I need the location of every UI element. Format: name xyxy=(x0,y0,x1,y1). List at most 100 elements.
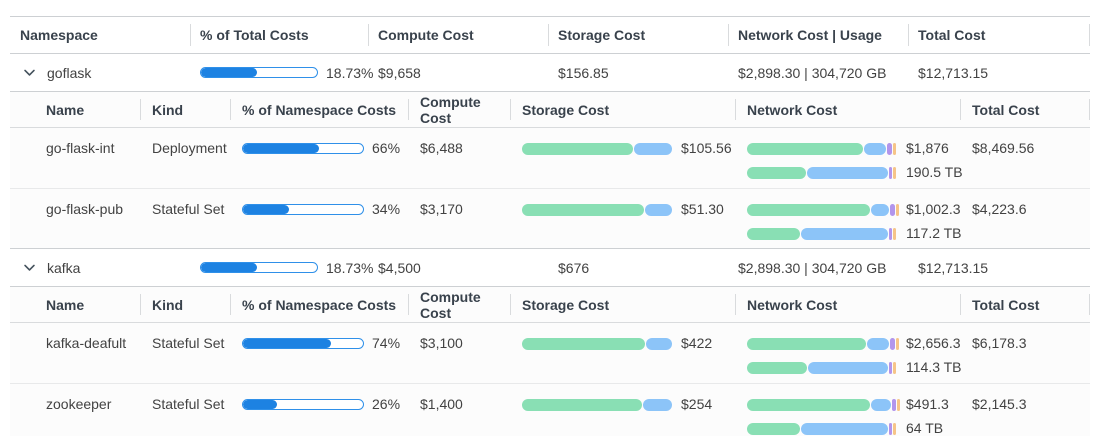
network-cost-bar: $1,876 xyxy=(747,141,960,156)
main-table-header: Namespace % of Total Costs Compute Cost … xyxy=(10,16,1090,54)
network-cost-bar: $1,002.3 xyxy=(747,201,961,217)
pct-namespace-progress-bar xyxy=(242,399,364,410)
bar-segment-blue xyxy=(863,142,886,155)
network-usage-label: 190.5 TB xyxy=(906,164,963,180)
workload-row-zookeeper[interactable]: zookeeper Stateful Set 26% $1,400 $254 xyxy=(10,383,1090,436)
bar-segment-green xyxy=(747,422,800,435)
namespace-name: goflask xyxy=(47,64,92,81)
bar-segment-blue xyxy=(866,337,889,350)
subheader-pct-namespace-costs: % of Namespace Costs xyxy=(230,92,408,127)
workload-row-kafka-deafult[interactable]: kafka-deafult Stateful Set 74% $3,100 $4… xyxy=(10,323,1090,383)
workload-total-cost: $8,469.56 xyxy=(972,140,1035,156)
network-cost-label: $2,656.3 xyxy=(906,335,961,351)
bar-segment-orange xyxy=(895,203,899,216)
workload-compute-cost: $6,488 xyxy=(420,140,463,156)
subheader-network-cost: Network Cost xyxy=(735,92,960,127)
header-network-cost-usage: Network Cost | Usage xyxy=(728,17,908,53)
chevron-down-icon[interactable] xyxy=(22,261,36,275)
pct-total-label: 18.73% xyxy=(326,259,374,276)
network-usage-label: 114.3 TB xyxy=(906,359,962,375)
bar-segment-blue xyxy=(871,203,889,216)
namespace-compute-cost: $4,500 xyxy=(378,259,421,276)
network-cost-label: $1,002.3 xyxy=(906,201,961,217)
header-storage-cost: Storage Cost xyxy=(548,17,728,53)
bar-segment-purple xyxy=(888,422,892,435)
bar-segment-blue xyxy=(871,398,891,411)
storage-cost-label: $254 xyxy=(681,396,713,412)
subheader-name: Name xyxy=(46,101,85,118)
header-namespace: Namespace xyxy=(20,27,98,43)
subheader-pct-namespace-costs: % of Namespace Costs xyxy=(230,287,408,322)
pct-namespace-label: 74% xyxy=(372,335,401,351)
workload-name: kafka-deafult xyxy=(46,335,127,351)
namespace-row-kafka[interactable]: kafka 18.73% $4,500 $676 $2,898.30 | 304… xyxy=(10,249,1090,286)
storage-cost-bar: $105.56 xyxy=(522,141,735,156)
bar-segment-blue xyxy=(643,398,672,411)
bar-segment-green xyxy=(747,337,866,350)
bar-segment-purple xyxy=(888,166,892,179)
bar-segment-orange xyxy=(892,142,896,155)
network-cost-label: $491.3 xyxy=(906,396,949,412)
subheader-total-cost: Total Cost xyxy=(960,92,1090,127)
network-usage-label: 64 TB xyxy=(906,420,944,436)
bar-segment-blue xyxy=(644,203,672,216)
pct-namespace-label: 26% xyxy=(372,396,401,412)
bar-segment-orange xyxy=(897,398,900,411)
bar-segment-green xyxy=(747,142,863,155)
pct-namespace-label: 34% xyxy=(372,201,401,217)
header-pct-total-costs: % of Total Costs xyxy=(190,17,368,53)
bar-segment-orange xyxy=(895,337,899,350)
pct-namespace-progress-bar xyxy=(242,338,364,349)
pct-namespace-progress-bar xyxy=(242,204,364,215)
bar-segment-purple xyxy=(888,361,892,374)
network-cost-label: $1,876 xyxy=(906,140,949,156)
bar-segment-blue xyxy=(800,227,888,240)
bar-segment-green xyxy=(522,398,642,411)
bar-segment-green xyxy=(747,361,807,374)
workload-total-cost: $2,145.3 xyxy=(972,396,1027,412)
storage-cost-bar: $51.30 xyxy=(522,202,735,217)
bar-segment-orange xyxy=(892,227,896,240)
pct-total-label: 18.73% xyxy=(326,64,374,81)
bar-segment-green xyxy=(747,227,800,240)
subheader-kind: Kind xyxy=(140,287,230,322)
workload-name: go-flask-pub xyxy=(46,201,124,217)
network-usage-bar: 114.3 TB xyxy=(747,359,962,375)
bar-segment-purple xyxy=(887,142,892,155)
workload-row-go-flask-pub[interactable]: go-flask-pub Stateful Set 34% $3,170 $51… xyxy=(10,188,1090,248)
bar-segment-orange xyxy=(892,422,896,435)
bar-segment-orange xyxy=(892,361,896,374)
chevron-down-icon[interactable] xyxy=(22,66,36,80)
namespace-name: kafka xyxy=(47,259,81,276)
bar-segment-green xyxy=(522,203,644,216)
network-usage-label: 117.2 TB xyxy=(906,225,962,241)
workload-kind: Stateful Set xyxy=(152,201,225,217)
workload-row-go-flask-int[interactable]: go-flask-int Deployment 66% $6,488 $105.… xyxy=(10,128,1090,188)
namespace-row-goflask[interactable]: goflask 18.73% $9,658 $156.85 $2,898.30 … xyxy=(10,54,1090,91)
subheader-network-cost: Network Cost xyxy=(735,287,960,322)
namespace-total-cost: $12,713.15 xyxy=(918,64,989,81)
workload-name: go-flask-int xyxy=(46,140,115,156)
workload-compute-cost: $1,400 xyxy=(420,396,463,412)
bar-segment-green xyxy=(747,398,870,411)
bar-segment-blue xyxy=(806,166,888,179)
bar-segment-green xyxy=(747,203,870,216)
workloads-table-goflask: Name Kind % of Namespace Costs Compute C… xyxy=(10,91,1090,249)
workload-compute-cost: $3,170 xyxy=(420,201,463,217)
workload-compute-cost: $3,100 xyxy=(420,335,463,351)
workload-total-cost: $6,178.3 xyxy=(972,335,1027,351)
workload-total-cost: $4,223.6 xyxy=(972,201,1027,217)
pct-namespace-progress-bar xyxy=(242,143,364,154)
namespace-total-cost: $12,713.15 xyxy=(918,259,989,276)
bar-segment-purple xyxy=(891,398,896,411)
namespace-storage-cost: $156.85 xyxy=(558,64,609,81)
header-compute-cost: Compute Cost xyxy=(368,17,548,53)
network-cost-bar: $491.3 xyxy=(747,397,960,412)
subheader-kind: Kind xyxy=(140,92,230,127)
bar-segment-blue xyxy=(800,422,888,435)
subheader-storage-cost: Storage Cost xyxy=(510,92,735,127)
storage-cost-bar: $254 xyxy=(522,397,735,412)
network-cost-bar: $2,656.3 xyxy=(747,335,961,351)
pct-total-progress-bar xyxy=(200,262,318,273)
